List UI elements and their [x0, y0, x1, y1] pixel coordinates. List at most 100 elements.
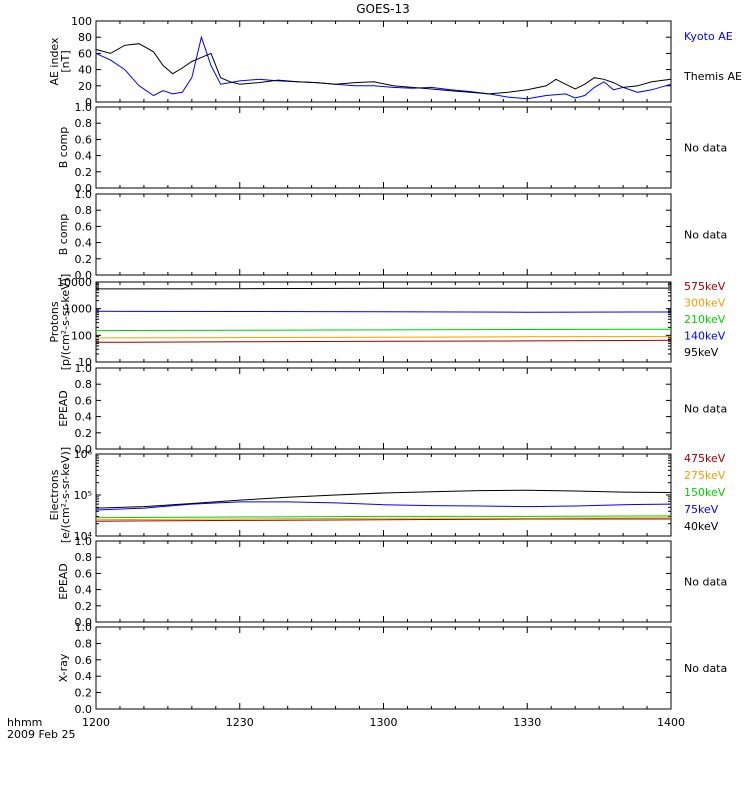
ylabel-xray: X-ray — [57, 653, 70, 682]
legend-protons-140kev: 140keV — [684, 330, 726, 343]
panel-frame-ae — [95, 20, 672, 103]
panel-frame-epead1 — [95, 367, 672, 450]
ytick-label-xray: 1.0 — [75, 621, 93, 634]
legend-protons-300kev: 300keV — [684, 297, 726, 310]
ylabel-epead2: EPEAD — [57, 563, 70, 600]
ytick-label-epead2: 0.2 — [75, 600, 93, 613]
legend-kyoto-ae: Kyoto AE — [684, 30, 733, 43]
panel-frame-bcomp1 — [95, 106, 672, 189]
ytick-label-xray: 0.8 — [75, 637, 93, 650]
legend-electrons-75kev: 75keV — [684, 503, 719, 516]
ytick-label-ae: 40 — [78, 64, 92, 77]
ytick-label-bcomp1: 0.4 — [75, 150, 93, 163]
ytick-label-bcomp1: 0.0 — [75, 182, 93, 195]
no-data-note-bcomp2: No data — [684, 229, 727, 242]
ytick-label-protons: 1000 — [64, 303, 92, 316]
ytick-label-electrons: 10⁵ — [74, 489, 92, 502]
ytick-label-epead2: 0.4 — [75, 584, 93, 597]
ylabel-electrons: [e/(cm²-s-sr-keV)] — [59, 447, 72, 543]
no-data-note-xray: No data — [684, 662, 727, 675]
series-line-275kev — [95, 517, 672, 521]
panel-frame-electrons — [95, 453, 672, 537]
ytick-label-bcomp2: 0.6 — [75, 220, 93, 233]
ytick-label-bcomp2: 1.0 — [75, 188, 93, 201]
panel-frame-bcomp2 — [95, 193, 672, 276]
ytick-label-epead1: 0.2 — [75, 427, 93, 440]
legend-electrons-475kev: 475keV — [684, 452, 726, 465]
ytick-label-epead1: 0.4 — [75, 411, 93, 424]
no-data-note-epead1: No data — [684, 403, 727, 416]
ytick-label-ae: 0 — [85, 96, 92, 109]
ytick-label-protons: 10000 — [57, 276, 92, 289]
xtick-label: 1330 — [513, 716, 541, 729]
ytick-label-ae: 100 — [71, 15, 92, 28]
ytick-label-bcomp2: 0.4 — [75, 237, 93, 250]
ylabel-ae: AE index — [48, 37, 61, 86]
series-line-75kev — [95, 501, 672, 511]
ylabel-bcomp1: B comp — [57, 127, 70, 169]
panel-frame-epead2 — [95, 540, 672, 623]
xtick-label: 1230 — [226, 716, 254, 729]
series-line-95kev — [95, 287, 672, 290]
legend-protons-575kev: 575keV — [684, 280, 726, 293]
ylabel-bcomp2: B comp — [57, 214, 70, 256]
panels-group: 0 20 40 60 80 100 AE index[nT] Kyoto AE Themis A… — [48, 15, 742, 729]
xtick-label: 1200 — [82, 716, 110, 729]
ytick-label-bcomp1: 0.2 — [75, 166, 93, 179]
ytick-label-ae: 20 — [78, 80, 92, 93]
legend-electrons-40kev: 40keV — [684, 520, 719, 533]
legend-themis-ae: Themis AE — [683, 70, 742, 83]
ytick-label-protons: 10 — [78, 356, 92, 369]
ytick-label-epead1: 0.8 — [75, 378, 93, 391]
ylabel-epead1: EPEAD — [57, 390, 70, 427]
ytick-label-xray: 0.4 — [75, 670, 93, 683]
series-line-kyoto-ae — [95, 35, 672, 100]
series-line-140kev — [95, 310, 672, 313]
ytick-label-electrons: 10⁶ — [74, 448, 93, 461]
ytick-label-protons: 100 — [71, 329, 92, 342]
legend-protons-210kev: 210keV — [684, 313, 726, 326]
ytick-label-epead2: 0.6 — [75, 567, 93, 580]
ytick-label-xray: 0.2 — [75, 687, 93, 700]
ytick-label-xray: 0.6 — [75, 654, 93, 667]
series-line-575kev — [95, 339, 672, 343]
panel-frame-xray — [95, 626, 672, 710]
xtick-label: 1300 — [370, 716, 398, 729]
ytick-label-epead1: 0.6 — [75, 394, 93, 407]
series-line-40kev — [95, 489, 672, 509]
chart-title: GOES-13 — [356, 2, 410, 16]
legend-protons-95kev: 95keV — [684, 346, 719, 359]
ytick-label-bcomp1: 1.0 — [75, 101, 93, 114]
ytick-label-epead2: 0.0 — [75, 616, 93, 629]
xtick-label: 1400 — [657, 716, 685, 729]
ytick-label-electrons: 10⁴ — [74, 530, 93, 543]
ytick-label-bcomp1: 0.8 — [75, 117, 93, 130]
ytick-label-bcomp2: 0.2 — [75, 253, 93, 266]
legend-electrons-150kev: 150keV — [684, 486, 726, 499]
ytick-label-ae: 60 — [78, 47, 92, 60]
footer-date: 2009 Feb 25 — [7, 728, 75, 741]
series-line-300kev — [95, 336, 672, 339]
ylabel-electrons: Electrons — [48, 469, 61, 520]
legend-electrons-275kev: 275keV — [684, 469, 726, 482]
ytick-label-epead1: 0.0 — [75, 443, 93, 456]
ytick-label-ae: 80 — [78, 31, 92, 44]
panel-frame-protons — [95, 281, 672, 363]
no-data-note-epead2: No data — [684, 576, 727, 589]
series-line-475kev — [95, 518, 671, 522]
no-data-note-bcomp1: No data — [684, 142, 727, 155]
series-line-themis-ae — [95, 43, 672, 95]
series-line-150kev — [95, 515, 672, 519]
ytick-label-epead2: 1.0 — [75, 535, 93, 548]
footer-unit: hhmm — [7, 716, 42, 729]
ytick-label-bcomp1: 0.6 — [75, 133, 93, 146]
ytick-label-xray: 0.0 — [75, 703, 93, 716]
ytick-label-bcomp2: 0.8 — [75, 204, 93, 217]
ylabel-ae: [nT] — [59, 50, 72, 72]
ylabel-protons: [p/(cm²-s-sr-keV)] — [59, 274, 72, 371]
ylabel-protons: Protons — [48, 301, 61, 342]
ytick-label-epead1: 1.0 — [75, 362, 93, 375]
ytick-label-bcomp2: 0.0 — [75, 269, 93, 282]
ytick-label-epead2: 0.8 — [75, 551, 93, 564]
